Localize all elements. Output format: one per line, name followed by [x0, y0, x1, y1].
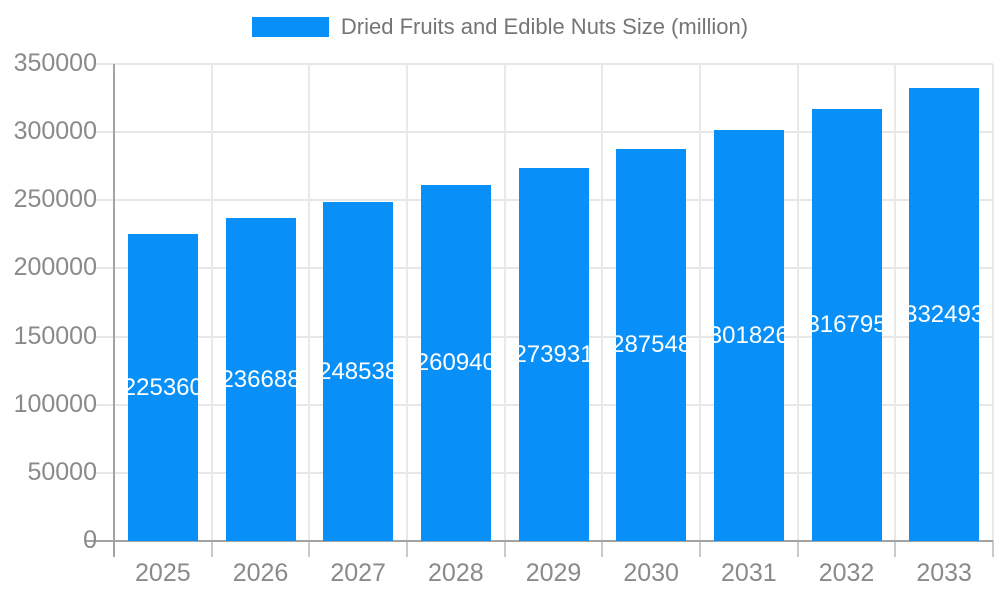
bar-value-label: 301826 [713, 321, 784, 349]
gridline-y-350000 [94, 63, 993, 65]
y-tick-label-150000: 150000 [13, 321, 97, 350]
bar-value-label: 236688 [225, 365, 296, 393]
bar-2032[interactable]: 316795 [811, 109, 882, 541]
x-tick-label-2032: 2032 [818, 559, 875, 587]
y-tick-label-0: 0 [83, 526, 97, 554]
gridline-x-6 [699, 64, 701, 541]
bar-value-label: 225360 [127, 373, 198, 401]
y-tick-label-200000: 200000 [13, 253, 97, 282]
y-tick-label-350000: 350000 [13, 49, 97, 77]
y-tick-label-250000: 250000 [13, 185, 97, 214]
y-tick-label-100000: 100000 [13, 389, 97, 418]
y-tick-label-50000: 50000 [27, 457, 97, 486]
bar-value-label: 273931 [518, 340, 589, 368]
x-tick-label-2029: 2029 [525, 559, 582, 587]
bar-value-label: 287548 [616, 331, 687, 358]
x-tick-label-2026: 2026 [232, 559, 289, 587]
x-axis-line [85, 540, 993, 542]
x-tick-mark-4 [503, 541, 506, 557]
gridline-x-2 [308, 64, 311, 541]
legend-swatch[interactable] [251, 17, 329, 37]
gridline-x-7 [796, 64, 799, 541]
x-tick-mark-2 [308, 541, 311, 557]
bar-value-label: 260940 [420, 349, 491, 376]
x-tick-label-2028: 2028 [428, 559, 484, 587]
gridline-x-9 [992, 64, 994, 541]
legend-label[interactable]: Dried Fruits and Edible Nuts Size (milli… [340, 14, 749, 39]
x-tick-mark-1 [210, 541, 213, 557]
gridline-x-3 [406, 64, 408, 541]
gridline-y-300000 [94, 131, 993, 134]
bar-value-label: 316795 [811, 311, 882, 338]
bar-2028[interactable]: 260940 [420, 185, 491, 541]
bar-2033[interactable]: 332493 [909, 88, 980, 541]
gridline-x-5 [601, 64, 604, 541]
gridline-x-1 [210, 64, 213, 541]
bar-2025[interactable]: 225360 [127, 234, 198, 541]
x-tick-label-2031: 2031 [721, 559, 777, 587]
bar-value-label: 332493 [909, 300, 980, 328]
x-tick-mark-8 [894, 541, 897, 557]
y-tick-label-300000: 300000 [13, 117, 97, 146]
x-tick-mark-9 [992, 541, 994, 557]
bar-2026[interactable]: 236688 [225, 218, 296, 541]
bar-value-label: 248538 [323, 357, 394, 385]
gridline-x-4 [503, 64, 506, 541]
gridline-x-8 [894, 64, 897, 541]
chart-legend[interactable]: Dried Fruits and Edible Nuts Size (milli… [0, 14, 1000, 40]
x-tick-label-2027: 2027 [330, 559, 386, 587]
y-axis-line [113, 64, 115, 557]
x-tick-mark-7 [796, 541, 799, 557]
x-tick-mark-3 [406, 541, 408, 557]
bar-2027[interactable]: 248538 [323, 202, 394, 541]
bar-2031[interactable]: 301826 [713, 130, 784, 541]
x-tick-mark-5 [601, 541, 604, 557]
x-tick-label-2030: 2030 [623, 559, 679, 587]
x-tick-label-2025: 2025 [135, 559, 191, 587]
bar-2029[interactable]: 273931 [518, 168, 589, 541]
plot-area: 225360 236688 248538 260940 273931 287548 3018… [14, 51, 994, 587]
x-tick-mark-6 [699, 541, 701, 557]
bar-2030[interactable]: 287548 [616, 149, 687, 541]
x-tick-label-2033: 2033 [916, 559, 972, 587]
